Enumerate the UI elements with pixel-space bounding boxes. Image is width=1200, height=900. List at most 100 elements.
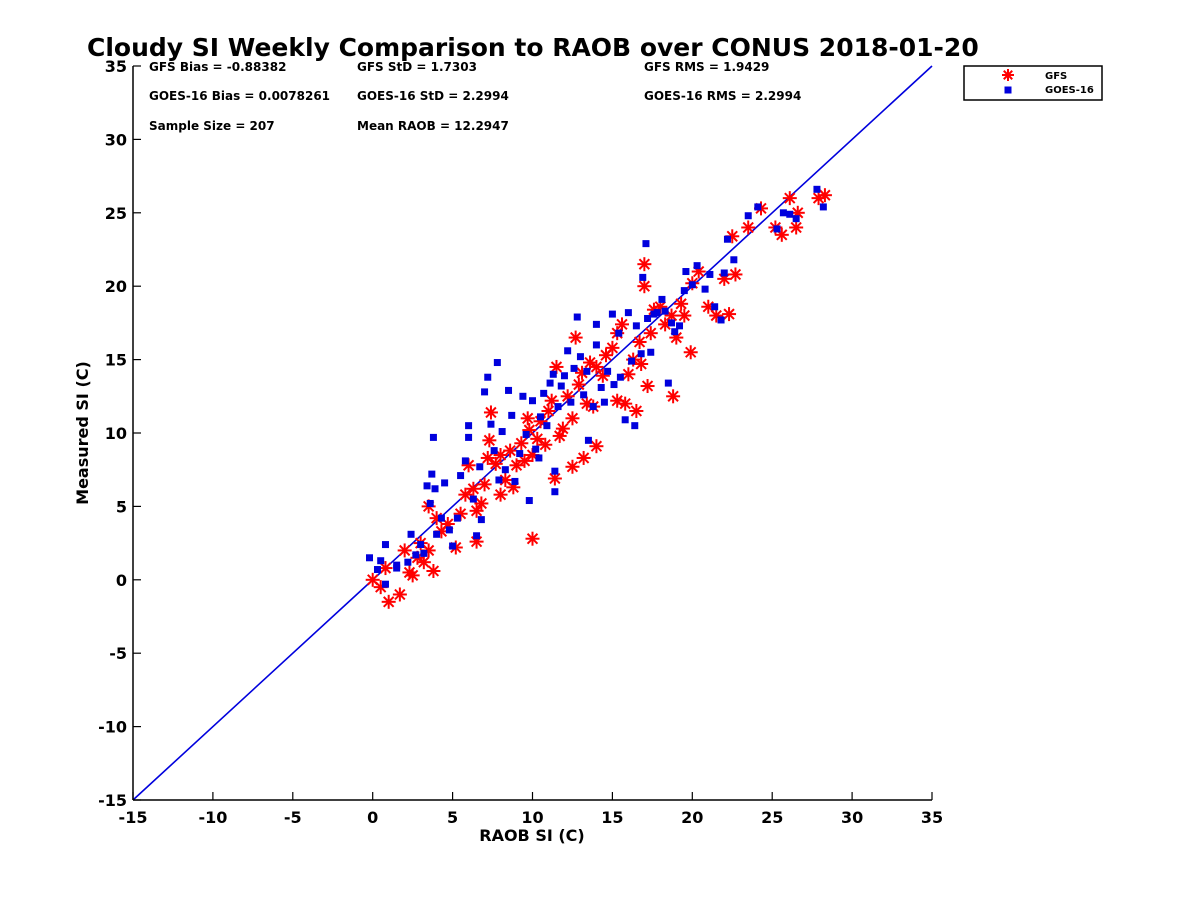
gfs-point bbox=[568, 330, 583, 345]
goes16-point bbox=[570, 364, 578, 372]
gfs-point bbox=[530, 431, 545, 446]
gfs-point bbox=[789, 220, 804, 235]
goes16-point bbox=[393, 564, 401, 572]
gfs-point bbox=[664, 308, 679, 323]
goes16-point bbox=[490, 447, 498, 455]
goes16-point bbox=[592, 341, 600, 349]
gfs-point bbox=[392, 587, 407, 602]
x-tick-label: 15 bbox=[601, 808, 623, 827]
goes16-point bbox=[589, 403, 597, 411]
goes16-point bbox=[543, 422, 551, 430]
goes16-point bbox=[711, 303, 719, 311]
goes16-point bbox=[522, 430, 530, 438]
goes16-point bbox=[429, 433, 437, 441]
goes16-point bbox=[661, 307, 669, 315]
goes16-point bbox=[453, 514, 461, 522]
goes16-point bbox=[668, 319, 676, 327]
legend-goes16-square bbox=[1004, 86, 1012, 94]
goes16-point bbox=[420, 549, 428, 557]
goes16-point bbox=[723, 235, 731, 243]
goes16-point bbox=[457, 472, 465, 480]
goes16-point bbox=[508, 411, 516, 419]
goes16-point bbox=[819, 203, 827, 211]
goes16-point bbox=[449, 542, 457, 550]
goes16-point bbox=[461, 457, 469, 465]
gfs-point bbox=[571, 377, 586, 392]
gfs-point bbox=[466, 481, 481, 496]
goes16-point bbox=[557, 382, 565, 390]
stat-goes16-bias: GOES-16 Bias = 0.0078261 bbox=[149, 89, 330, 103]
gfs-point bbox=[632, 334, 647, 349]
gfs-point bbox=[683, 345, 698, 360]
x-tick-label: 20 bbox=[681, 808, 703, 827]
x-tick-label: 0 bbox=[367, 808, 378, 827]
goes16-point bbox=[476, 463, 484, 471]
gfs-point bbox=[565, 411, 580, 426]
legend-gfs-label: GFS bbox=[1045, 71, 1067, 82]
gfs-point bbox=[629, 403, 644, 418]
goes16-point bbox=[433, 530, 441, 538]
gfs-point bbox=[520, 411, 535, 426]
x-tick-label: 30 bbox=[841, 808, 863, 827]
goes16-point bbox=[473, 532, 481, 540]
stats-block: GFS Bias = -0.88382 GFS StD = 1.7303 GFS… bbox=[149, 60, 801, 133]
goes16-point bbox=[608, 310, 616, 318]
y-tick-label: -15 bbox=[98, 791, 127, 810]
y-tick-label: -5 bbox=[109, 644, 127, 663]
goes16-point bbox=[592, 320, 600, 328]
goes16-point bbox=[465, 433, 473, 441]
goes16-point bbox=[693, 262, 701, 270]
gfs-point bbox=[477, 477, 492, 492]
goes16-point bbox=[680, 287, 688, 295]
goes16-point bbox=[701, 285, 709, 293]
stat-gfs-std: GFS StD = 1.7303 bbox=[357, 60, 477, 74]
gfs-point bbox=[555, 421, 570, 436]
gfs-point bbox=[482, 433, 497, 448]
gfs-point bbox=[514, 436, 529, 451]
goes16-point bbox=[653, 309, 661, 317]
gfs-point bbox=[643, 326, 658, 341]
goes16-point bbox=[583, 367, 591, 375]
goes16-point bbox=[616, 373, 624, 381]
goes16-point bbox=[511, 477, 519, 485]
legend-goes16-label: GOES-16 bbox=[1045, 85, 1094, 96]
goes16-point bbox=[404, 558, 412, 566]
goes16-point bbox=[664, 379, 672, 387]
gfs-point bbox=[488, 456, 503, 471]
goes16-point bbox=[549, 370, 557, 378]
goes16-point bbox=[564, 347, 572, 355]
goes16-point bbox=[720, 269, 728, 277]
gfs-point bbox=[741, 220, 756, 235]
legend: GFS GOES-16 bbox=[963, 65, 1103, 101]
goes16-point bbox=[600, 398, 608, 406]
gfs-point bbox=[576, 450, 591, 465]
goes16-point bbox=[469, 495, 477, 503]
goes16-point bbox=[786, 210, 794, 218]
goes16-point bbox=[676, 322, 684, 330]
goes16-point bbox=[730, 256, 738, 264]
goes16-point bbox=[366, 554, 374, 562]
goes16-point bbox=[428, 470, 436, 478]
gfs-point bbox=[674, 296, 689, 311]
y-tick-label: 10 bbox=[105, 424, 127, 443]
goes16-point bbox=[525, 497, 533, 505]
goes16-point bbox=[682, 268, 690, 276]
legend-box bbox=[963, 65, 1103, 101]
goes16-point bbox=[407, 530, 415, 538]
x-tick-label: 5 bbox=[447, 808, 458, 827]
goes16-point bbox=[417, 541, 425, 549]
stat-gfs-rms: GFS RMS = 1.9429 bbox=[644, 60, 769, 74]
stat-mean-raob: Mean RAOB = 12.2947 bbox=[357, 119, 509, 133]
goes16-point bbox=[624, 309, 632, 317]
goes16-point bbox=[501, 466, 509, 474]
goes16-point bbox=[426, 499, 434, 507]
gfs-point bbox=[493, 487, 508, 502]
goes16-point bbox=[381, 541, 389, 549]
gfs-point bbox=[677, 308, 692, 323]
x-tick-label: -15 bbox=[119, 808, 148, 827]
goes16-point bbox=[744, 212, 752, 220]
stat-sample-size: Sample Size = 207 bbox=[149, 119, 275, 133]
goes16-point bbox=[373, 566, 381, 574]
goes16-point bbox=[792, 215, 800, 223]
